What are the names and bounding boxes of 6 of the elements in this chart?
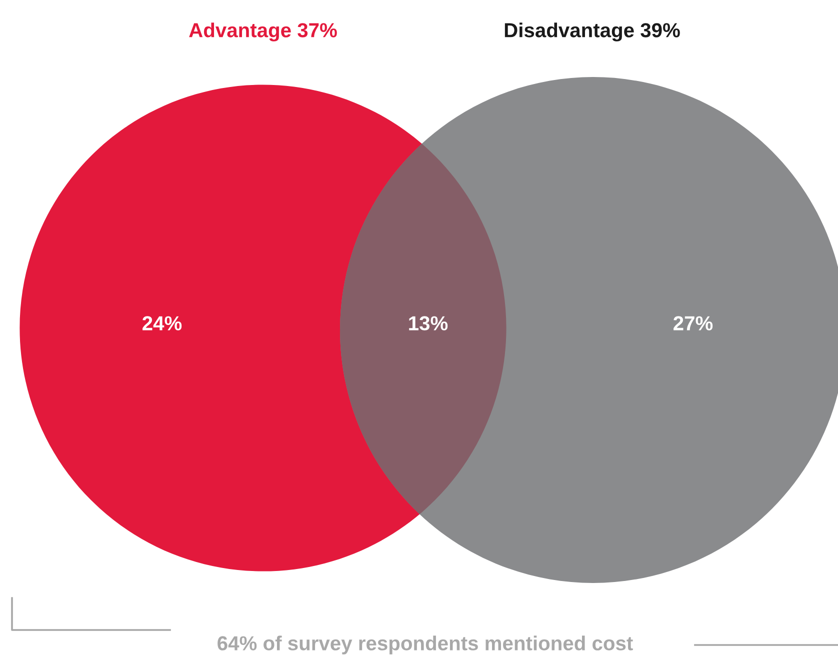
text: Advantage 37% (189, 22, 337, 42)
data-label: 27% (674, 316, 713, 330)
text: 64% of survey respondents mentioned cost (218, 636, 633, 654)
text: Disadvantage 39% (504, 22, 680, 42)
data-label: 24% (142, 316, 182, 330)
data-label: 13% (409, 316, 448, 330)
